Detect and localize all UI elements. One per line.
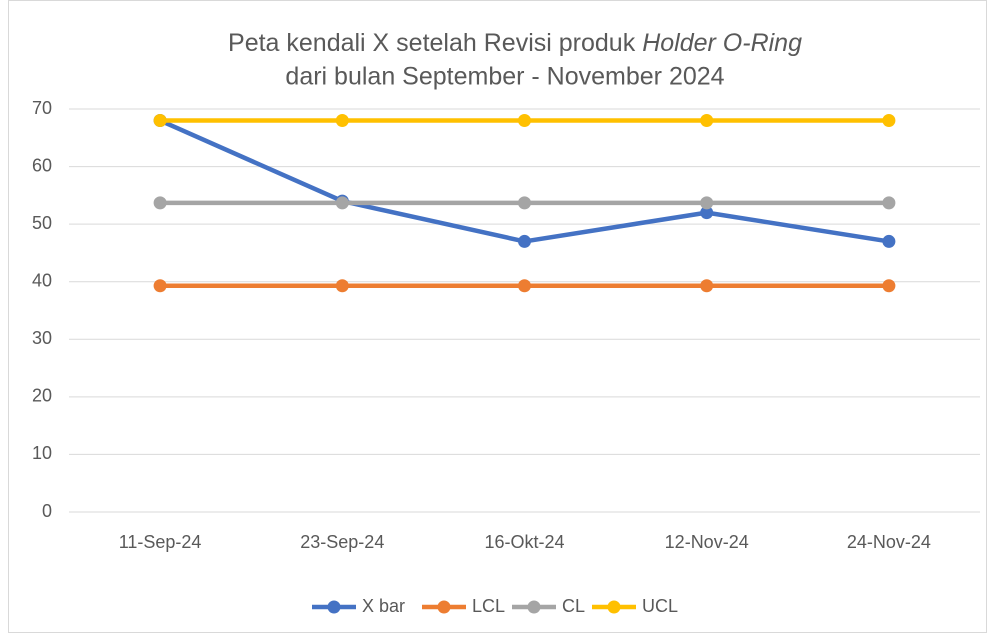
point [335,279,349,293]
point [153,279,167,293]
x-tick-label: 16-Okt-24 [484,532,564,552]
point [518,234,531,248]
point [518,196,531,210]
legend-label: CL [562,596,585,616]
point [882,114,896,128]
legend-marker [607,600,621,614]
y-tick-label: 50 [32,213,52,233]
x-tick-label: 23-Sep-24 [300,532,384,552]
point [882,196,896,210]
y-tick-label: 10 [32,443,52,463]
legend-label: UCL [642,596,678,616]
point [882,234,896,248]
point [335,196,349,210]
legend-label: X bar [362,596,405,616]
legend-marker [327,600,341,614]
y-tick-label: 60 [32,155,52,175]
point [335,114,349,128]
legend-label: LCL [472,596,505,616]
point [700,196,714,210]
y-tick-label: 0 [42,501,52,521]
legend-marker [437,600,451,614]
point [882,279,896,293]
y-tick-label: 30 [32,328,52,348]
point [518,279,531,293]
x-tick-label: 24-Nov-24 [847,532,931,552]
point [153,196,167,210]
chart-subtitle: dari bulan September - November 2024 [285,63,724,91]
y-tick-label: 70 [32,98,52,118]
x-tick-label: 11-Sep-24 [119,532,202,552]
y-tick-label: 40 [32,270,52,290]
point [700,206,714,220]
point [518,114,531,128]
chart-title: Peta kendali X setelah Revisi produk Hold… [228,29,802,57]
x-tick-label: 12-Nov-24 [665,532,749,552]
chart-border [8,0,987,633]
y-tick-label: 20 [32,386,52,406]
point [700,279,714,293]
legend-marker [527,600,541,614]
title-italic: Holder O-Ring [642,29,802,57]
point [153,114,167,128]
point [700,114,714,128]
title-text: Peta kendali X setelah Revisi produk [228,29,636,57]
